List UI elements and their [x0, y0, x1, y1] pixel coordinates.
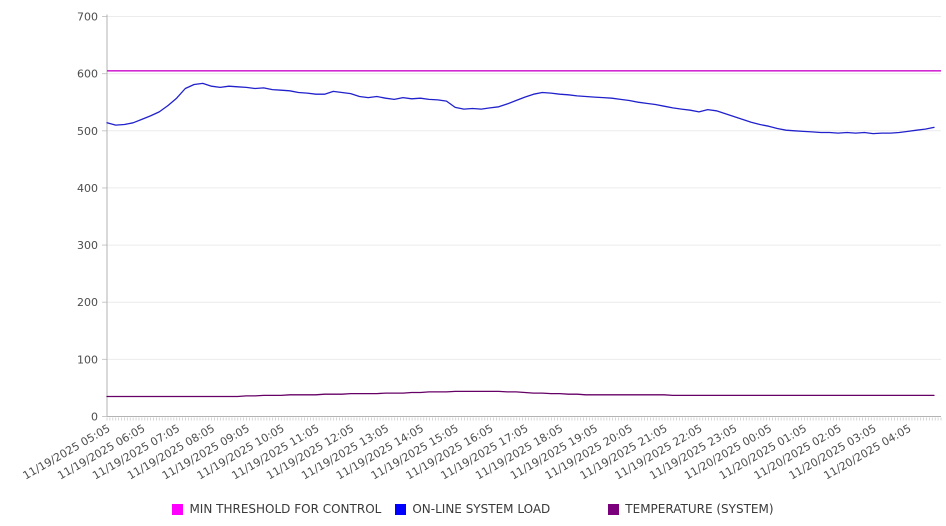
legend-label: ON-LINE SYSTEM LOAD [412, 502, 551, 516]
svg-text:700: 700 [77, 11, 98, 24]
legend-label: MIN THRESHOLD FOR CONTROL [189, 502, 382, 516]
svg-text:300: 300 [77, 239, 98, 252]
svg-text:0: 0 [91, 411, 98, 424]
legend-item-online-system-load: ON-LINE SYSTEM LOAD [395, 502, 550, 516]
legend-label: TEMPERATURE (SYSTEM) [625, 502, 774, 516]
temperature-swatch-icon [608, 503, 620, 515]
svg-text:600: 600 [77, 68, 98, 81]
online-system-load-swatch-icon [395, 503, 407, 515]
min-threshold-swatch-icon [172, 503, 184, 515]
svg-text:100: 100 [77, 353, 98, 366]
legend-item-min-threshold: MIN THRESHOLD FOR CONTROL [172, 502, 381, 516]
svg-text:500: 500 [77, 125, 98, 138]
chart-legend: MIN THRESHOLD FOR CONTROL ON-LINE SYSTEM… [0, 498, 946, 520]
svg-text:200: 200 [77, 296, 98, 309]
svg-text:400: 400 [77, 182, 98, 195]
line-chart: 0 100 200 300 400 500 600 700 11/19/2025 05:05 11… [21, 11, 942, 482]
legend-item-temperature: TEMPERATURE (SYSTEM) [608, 502, 774, 516]
